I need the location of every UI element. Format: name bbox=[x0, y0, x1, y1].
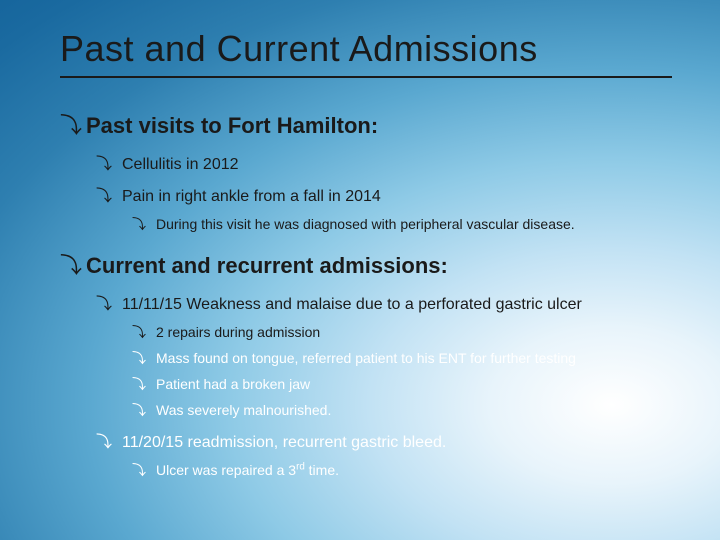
list-item-text: Pain in right ankle from a fall in 2014 bbox=[122, 188, 381, 206]
list-item-text: Past visits to Fort Hamilton: bbox=[86, 113, 378, 139]
bullet-icon: ⤵ bbox=[60, 108, 84, 140]
list-item: ⤵ Pain in right ankle from a fall in 201… bbox=[96, 182, 670, 234]
bullet-icon: ⤵ bbox=[132, 374, 154, 394]
list-item: ⤵ Was severely malnourished. bbox=[132, 400, 670, 420]
list-item-text: During this visit he was diagnosed with … bbox=[156, 216, 575, 232]
bullet-list-level-2: ⤵ Cellulitis in 2012 ⤵ Pain in right ank… bbox=[96, 150, 670, 234]
bullet-icon: ⤵ bbox=[96, 150, 120, 174]
bullet-icon: ⤵ bbox=[96, 182, 120, 206]
list-item: ⤵ Patient had a broken jaw bbox=[132, 374, 670, 394]
bullet-icon: ⤵ bbox=[132, 214, 154, 234]
bullet-icon: ⤵ bbox=[60, 248, 84, 280]
list-item: ⤵ Mass found on tongue, referred patient… bbox=[132, 348, 670, 368]
list-item: ⤵ Ulcer was repaired a 3rd time. bbox=[132, 460, 670, 480]
list-item-text: 11/11/15 Weakness and malaise due to a p… bbox=[122, 296, 582, 314]
list-item: ⤵ Past visits to Fort Hamilton: ⤵ Cellul… bbox=[60, 108, 670, 234]
list-item: ⤵ During this visit he was diagnosed wit… bbox=[132, 214, 670, 234]
slide-title: Past and Current Admissions bbox=[60, 28, 670, 70]
list-item: ⤵ Cellulitis in 2012 bbox=[96, 150, 670, 174]
title-underline bbox=[60, 76, 672, 78]
bullet-icon: ⤵ bbox=[132, 460, 154, 480]
bullet-list-level-3: ⤵ 2 repairs during admission ⤵ Mass foun… bbox=[132, 322, 670, 420]
list-item-text: Current and recurrent admissions: bbox=[86, 253, 448, 279]
bullet-icon: ⤵ bbox=[132, 348, 154, 368]
slide: Past and Current Admissions ⤵ Past visit… bbox=[0, 0, 720, 540]
list-item: ⤵ Current and recurrent admissions: ⤵ 11… bbox=[60, 248, 670, 480]
list-item-text: Ulcer was repaired a 3rd time. bbox=[156, 462, 339, 478]
bullet-icon: ⤵ bbox=[96, 290, 120, 314]
list-item: ⤵ 2 repairs during admission bbox=[132, 322, 670, 342]
list-item-text: Cellulitis in 2012 bbox=[122, 156, 239, 174]
list-item: ⤵ 11/11/15 Weakness and malaise due to a… bbox=[96, 290, 670, 420]
bullet-list-level-3: ⤵ Ulcer was repaired a 3rd time. bbox=[132, 460, 670, 480]
bullet-list-level-1: ⤵ Past visits to Fort Hamilton: ⤵ Cellul… bbox=[60, 108, 670, 480]
list-item-text: 2 repairs during admission bbox=[156, 324, 320, 340]
bullet-icon: ⤵ bbox=[132, 322, 154, 342]
bullet-list-level-3: ⤵ During this visit he was diagnosed wit… bbox=[132, 214, 670, 234]
bullet-icon: ⤵ bbox=[96, 428, 120, 452]
list-item: ⤵ 11/20/15 readmission, recurrent gastri… bbox=[96, 428, 670, 480]
list-item-text: Mass found on tongue, referred patient t… bbox=[156, 350, 576, 366]
list-item-text: Patient had a broken jaw bbox=[156, 376, 310, 392]
list-item-text: 11/20/15 readmission, recurrent gastric … bbox=[122, 434, 446, 452]
bullet-icon: ⤵ bbox=[132, 400, 154, 420]
bullet-list-level-2: ⤵ 11/11/15 Weakness and malaise due to a… bbox=[96, 290, 670, 480]
list-item-text: Was severely malnourished. bbox=[156, 402, 331, 418]
